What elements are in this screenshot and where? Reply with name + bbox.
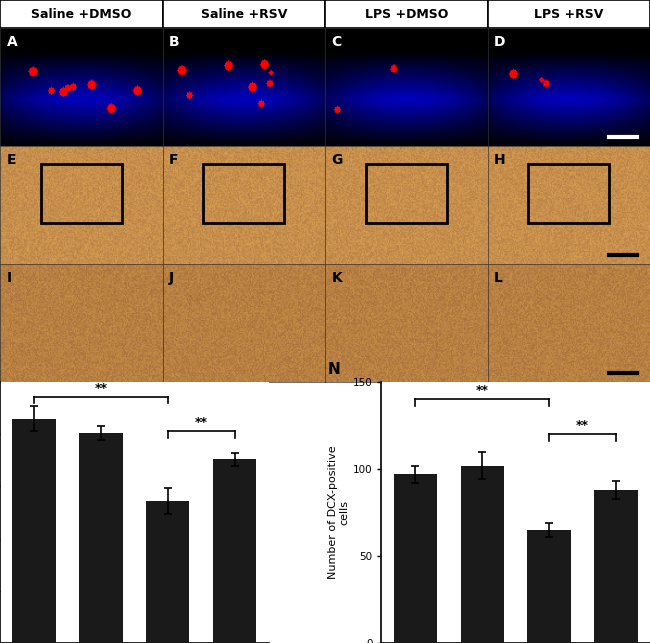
Bar [203, 164, 285, 222]
Bar [213, 459, 256, 643]
Bar [594, 490, 638, 643]
Bar [40, 164, 122, 222]
Text: **: ** [195, 416, 208, 429]
Text: L: L [494, 271, 503, 285]
Text: **: ** [476, 385, 489, 397]
Bar [79, 433, 123, 643]
Bar [460, 466, 504, 643]
Text: G: G [332, 153, 343, 167]
Y-axis label: Number of DCX-positive
cells: Number of DCX-positive cells [328, 446, 350, 579]
Text: K: K [332, 271, 343, 285]
Bar [528, 164, 610, 222]
Text: N: N [328, 362, 341, 377]
Text: F: F [169, 153, 179, 167]
Text: A: A [6, 35, 18, 49]
Bar [12, 419, 56, 643]
Text: LPS +RSV: LPS +RSV [534, 8, 603, 21]
Text: **: ** [576, 419, 589, 432]
Text: **: ** [94, 381, 107, 395]
Text: J: J [169, 271, 174, 285]
Text: Saline +RSV: Saline +RSV [201, 8, 287, 21]
Text: B: B [169, 35, 179, 49]
Bar [365, 164, 447, 222]
Bar [146, 501, 190, 643]
Text: LPS +DMSO: LPS +DMSO [365, 8, 448, 21]
Bar [527, 530, 571, 643]
Text: C: C [332, 35, 342, 49]
Text: E: E [6, 153, 16, 167]
Text: Saline +DMSO: Saline +DMSO [31, 8, 131, 21]
Text: I: I [6, 271, 12, 285]
Text: D: D [494, 35, 506, 49]
Text: H: H [494, 153, 506, 167]
Bar [394, 475, 437, 643]
